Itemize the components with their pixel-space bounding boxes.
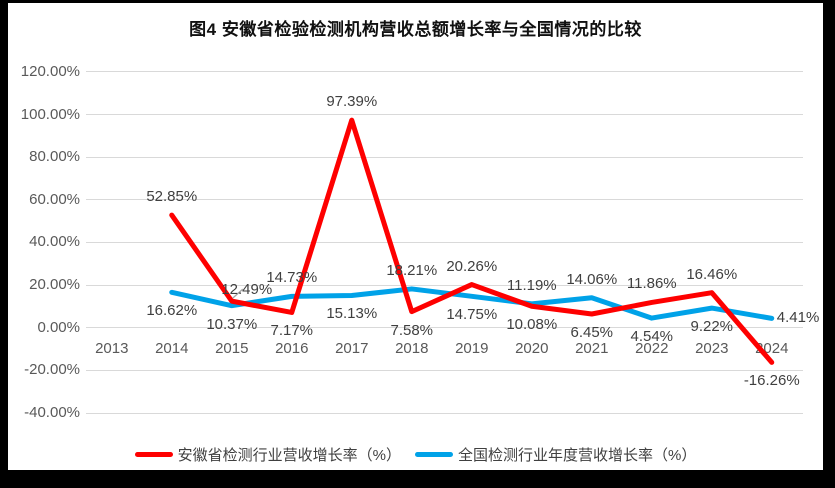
gridline (86, 369, 803, 371)
legend-label-anhui: 安徽省检测行业营收增长率（%） (177, 447, 401, 464)
chart-page: 图4 安徽省检验检测机构营收总额增长率与全国情况的比较 120.00% 100.0… (8, 3, 823, 470)
series-lines (169, 117, 775, 365)
data-label: 11.86% (626, 275, 677, 293)
y-axis-label: -40.00% (24, 404, 80, 421)
data-label: 97.39% (326, 93, 378, 111)
data-label: -16.26% (743, 372, 800, 390)
data-label: 15.13% (326, 305, 378, 323)
gridline (86, 156, 803, 158)
x-axis-label: 2015 (215, 340, 249, 357)
x-axis-label: 2021 (575, 340, 609, 357)
y-axis-label: 120.00% (20, 62, 80, 80)
data-label: 16.46% (686, 265, 738, 283)
data-label: 7.17% (270, 322, 314, 340)
x-axis-label: 2020 (515, 340, 549, 357)
chart-title: 图4 安徽省检验检测机构营收总额增长率与全国情况的比较 (189, 20, 642, 39)
data-label: 12.49% (221, 281, 273, 299)
data-label: 6.45% (570, 324, 614, 341)
legend: 安徽省检测行业营收增长率（%） 全国检测行业年度营收增长率（%） (8, 444, 823, 465)
data-label: 4.41% (776, 309, 820, 327)
data-label: 14.73% (266, 269, 318, 287)
gridline (86, 284, 803, 286)
y-axis-label: 20.00% (29, 276, 80, 294)
data-label: 18.21% (386, 261, 438, 279)
gridline (86, 71, 803, 73)
x-axis-label: 2018 (395, 340, 429, 357)
data-label: 52.85% (146, 188, 198, 206)
series-line (169, 117, 775, 365)
x-axis-label: 2013 (95, 340, 129, 357)
gridline (86, 199, 803, 201)
x-axis-label: 2019 (455, 340, 489, 357)
data-label: 7.58% (390, 321, 434, 339)
gridline (86, 114, 803, 116)
gridline (86, 241, 803, 243)
legend-label-national: 全国检测行业年度营收增长率（%） (458, 447, 697, 464)
y-axis-label: 80.00% (29, 148, 80, 166)
plot-area: 120.00% 100.00% 80.00% 60.00% 40.00% 20.00% 0.… (8, 3, 823, 470)
x-axis-label: 2017 (335, 340, 369, 357)
data-label: 10.08% (506, 316, 558, 334)
data-label: 16.62% (146, 302, 198, 320)
data-label: 14.06% (566, 270, 618, 288)
series-line (169, 286, 775, 321)
gridline (86, 327, 803, 329)
legend-line-swatch-anhui (134, 452, 173, 457)
data-label: 11.19% (506, 276, 557, 294)
y-axis-label: 40.00% (29, 233, 80, 251)
legend-item-national: 全国检测行业年度营收增长率（%） (415, 444, 696, 465)
gridline (86, 412, 803, 414)
x-axis-label: 2023 (695, 340, 729, 357)
x-axis-label: 2016 (275, 340, 309, 357)
data-label: 14.75% (446, 306, 498, 324)
data-label: 10.37% (206, 315, 258, 333)
label-leader-line (232, 288, 244, 299)
data-label: 9.22% (690, 318, 734, 336)
y-axis-label: 100.00% (20, 105, 80, 123)
x-axis-label: 2022 (635, 340, 669, 357)
legend-line-swatch-national (415, 452, 453, 457)
x-axis-label: 2014 (155, 340, 189, 357)
legend-item-anhui: 安徽省检测行业营收增长率（%） (134, 444, 401, 465)
y-axis-label: 60.00% (29, 190, 80, 208)
y-axis-label: 0.00% (37, 318, 80, 336)
data-label: 20.26% (446, 257, 498, 275)
y-axis-label: -20.00% (24, 361, 80, 379)
data-label: 4.54% (630, 328, 674, 346)
